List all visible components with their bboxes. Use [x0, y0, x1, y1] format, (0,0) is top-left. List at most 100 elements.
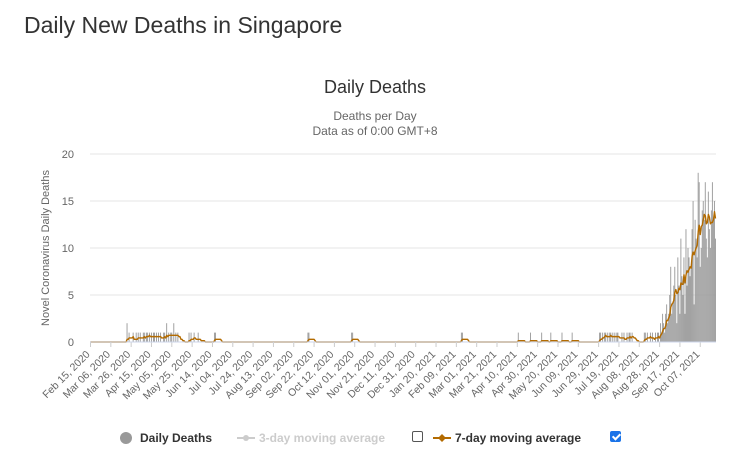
bar	[643, 332, 645, 342]
bar	[698, 182, 700, 342]
bar	[690, 266, 692, 342]
bar	[710, 210, 712, 342]
page-title: Daily New Deaths in Singapore	[24, 12, 343, 38]
bar	[600, 332, 602, 342]
bar	[550, 332, 552, 342]
chart-legend: Daily Deaths 3-day moving average 7-day …	[0, 428, 740, 450]
bar	[691, 229, 693, 342]
y-axis-label: Novel Coronavirus Daily Deaths	[40, 170, 52, 326]
bar	[661, 332, 663, 342]
y-tick-label: 15	[62, 196, 74, 208]
bar	[667, 323, 669, 342]
bar	[170, 332, 172, 342]
seven-day-average-line	[90, 211, 717, 343]
chart-title: Daily Deaths	[324, 77, 426, 97]
legend-7day-average[interactable]: 7-day moving average	[433, 428, 581, 448]
legend-daily-deaths[interactable]: Daily Deaths	[120, 428, 212, 448]
legend-dot-icon	[120, 432, 132, 444]
bar	[175, 332, 177, 342]
bar	[678, 285, 680, 342]
bar	[599, 332, 601, 342]
bar	[711, 182, 713, 342]
bar	[197, 332, 199, 342]
bar	[171, 332, 173, 342]
legend-label: Daily Deaths	[140, 431, 213, 445]
y-tick-label: 10	[62, 243, 74, 255]
bar	[561, 332, 563, 342]
bar	[689, 276, 691, 342]
bar	[173, 323, 175, 342]
bar	[677, 257, 679, 342]
chart-subtitle-date: Data as of 0:00 GMT+8	[312, 124, 437, 138]
bar	[669, 295, 671, 342]
bar	[713, 201, 715, 342]
bar	[541, 332, 543, 342]
bar	[695, 238, 697, 342]
bar	[671, 313, 673, 342]
bar	[188, 332, 190, 342]
bar	[683, 257, 685, 342]
bar	[684, 313, 686, 342]
y-tick-label: 20	[62, 149, 74, 161]
legend-line-dot-icon	[237, 435, 255, 441]
bar	[692, 201, 694, 342]
bar	[668, 313, 670, 342]
bar	[687, 248, 689, 342]
bar	[605, 332, 607, 342]
bar	[679, 313, 681, 342]
bar	[702, 201, 704, 342]
bar	[674, 266, 676, 342]
toggle-7day-checkbox[interactable]	[610, 431, 621, 442]
bar	[706, 257, 708, 342]
bar	[675, 295, 677, 342]
bar	[708, 229, 710, 342]
bar	[676, 323, 678, 342]
legend-line-diamond-icon	[433, 434, 451, 442]
bar	[460, 332, 462, 342]
bar	[686, 285, 688, 342]
bar	[662, 313, 664, 342]
bar	[213, 332, 215, 342]
legend-3day-average[interactable]: 3-day moving average	[237, 428, 385, 448]
bar	[307, 332, 309, 342]
bar	[644, 332, 646, 342]
bar	[308, 332, 310, 342]
legend-label: 7-day moving average	[455, 431, 582, 445]
chart-subtitle: Deaths per Day	[333, 109, 416, 123]
bar	[680, 238, 682, 342]
bar	[672, 304, 674, 342]
toggle-3day-checkbox[interactable]	[412, 431, 423, 442]
bar	[701, 210, 703, 342]
bar	[693, 304, 695, 342]
bar	[696, 257, 698, 342]
y-axis-ticks: 0 5 10 15 20	[62, 149, 74, 349]
bar	[351, 332, 353, 342]
bar	[700, 248, 702, 342]
bar	[126, 323, 128, 342]
bar	[688, 257, 690, 342]
bar	[681, 276, 683, 342]
bar	[714, 238, 716, 342]
bar	[461, 332, 463, 342]
bar	[166, 323, 168, 342]
bar	[190, 332, 192, 342]
bar	[530, 332, 531, 342]
bar	[352, 332, 354, 342]
bar	[670, 266, 672, 342]
bar	[704, 182, 706, 342]
bar	[214, 332, 216, 342]
y-tick-label: 5	[68, 290, 74, 302]
bar	[664, 332, 666, 342]
bar	[610, 332, 612, 342]
seven-day-average-series	[90, 211, 717, 343]
bar	[682, 295, 684, 342]
bar	[694, 219, 696, 342]
bar	[148, 332, 150, 342]
bar	[135, 332, 137, 342]
bar	[571, 332, 573, 342]
bar	[663, 323, 665, 342]
bar	[660, 323, 662, 342]
bar	[673, 285, 675, 342]
